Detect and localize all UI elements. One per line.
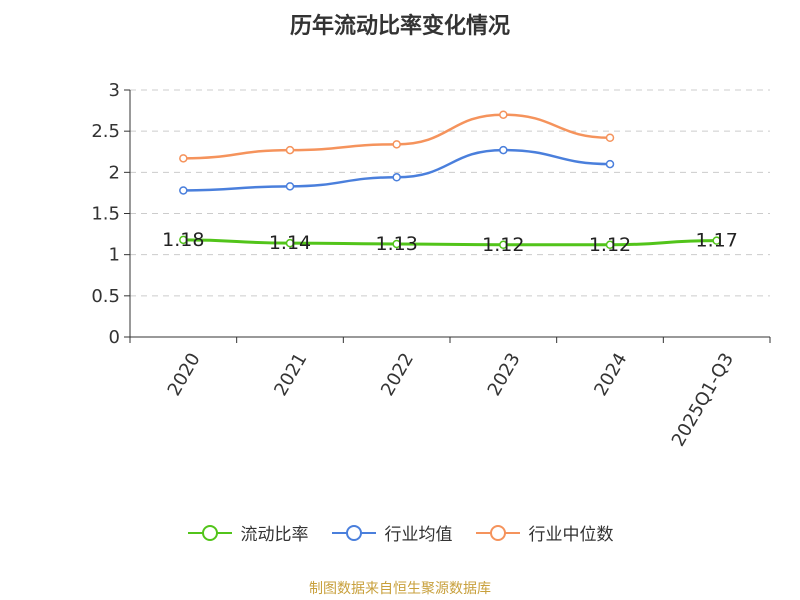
legend-label: 行业均值 bbox=[384, 525, 453, 545]
legend-label: 行业中位数 bbox=[528, 525, 614, 545]
data-label: 1.17 bbox=[696, 230, 738, 252]
data-point bbox=[499, 145, 508, 155]
data-point bbox=[392, 173, 401, 182]
data-point bbox=[179, 235, 188, 245]
y-tick-label: 3 bbox=[109, 80, 120, 101]
x-axis: 2020 2021 2022 2023 2024 2025Q1-Q3 bbox=[129, 336, 771, 450]
series-line bbox=[183, 238, 717, 247]
legend: 流动比率 行业均值 行业中位数 bbox=[0, 520, 800, 545]
data-point bbox=[285, 238, 295, 248]
data-label: 1.18 bbox=[162, 229, 204, 251]
legend-marker-icon bbox=[475, 524, 520, 541]
data-point bbox=[179, 186, 188, 195]
data-labels: 1.18 1.14 1.13 1.12 1.12 1.17 bbox=[162, 229, 738, 256]
x-tick-label: 2020 bbox=[164, 349, 205, 399]
y-tick-label: 2.5 bbox=[91, 121, 120, 142]
legend-item-industry-median[interactable]: 行业中位数 bbox=[475, 520, 614, 545]
data-point bbox=[605, 159, 615, 169]
x-tick-label: 2025Q1-Q3 bbox=[668, 349, 738, 450]
data-point bbox=[392, 239, 401, 249]
data-point bbox=[605, 240, 615, 250]
x-tick-label: 2022 bbox=[377, 349, 418, 399]
legend-marker-icon bbox=[187, 524, 232, 541]
y-tick-label: 0 bbox=[109, 327, 120, 348]
x-tick-label: 2023 bbox=[484, 349, 525, 399]
series-line bbox=[183, 113, 611, 160]
y-tick-label: 1.5 bbox=[91, 204, 120, 225]
x-tick-label: 2021 bbox=[270, 349, 311, 399]
legend-item-industry-average[interactable]: 行业均值 bbox=[331, 520, 453, 545]
chart-title: 历年流动比率变化情况 bbox=[289, 14, 510, 39]
data-point bbox=[605, 133, 615, 143]
data-source: 制图数据来自恒生聚源数据库 bbox=[309, 581, 491, 597]
series-line bbox=[183, 148, 611, 192]
line-chart: 0 0.5 1 1.5 2 2.5 3 2020 2021 2022 2023 2024 2025Q1… bbox=[91, 80, 771, 450]
data-point bbox=[179, 154, 188, 163]
data-point bbox=[285, 182, 295, 191]
data-label: 1.12 bbox=[589, 234, 631, 256]
y-tick-label: 0.5 bbox=[91, 286, 120, 307]
y-axis: 0 0.5 1 1.5 2 2.5 3 bbox=[91, 80, 131, 348]
legend-label: 流动比率 bbox=[240, 525, 309, 545]
data-label: 1.14 bbox=[269, 232, 311, 254]
legend-marker-icon bbox=[331, 524, 376, 541]
gridlines bbox=[130, 89, 770, 297]
y-tick-label: 2 bbox=[109, 162, 120, 183]
data-point bbox=[712, 236, 721, 245]
series-lines bbox=[179, 110, 721, 250]
x-tick-label: 2024 bbox=[590, 349, 631, 399]
data-point bbox=[499, 240, 508, 250]
data-point bbox=[392, 140, 401, 149]
y-tick-label: 1 bbox=[109, 245, 120, 266]
data-label: 1.12 bbox=[482, 234, 524, 256]
data-point bbox=[499, 110, 508, 119]
legend-item-current-ratio[interactable]: 流动比率 bbox=[187, 520, 309, 545]
data-label: 1.13 bbox=[376, 233, 418, 255]
data-point bbox=[285, 145, 295, 155]
